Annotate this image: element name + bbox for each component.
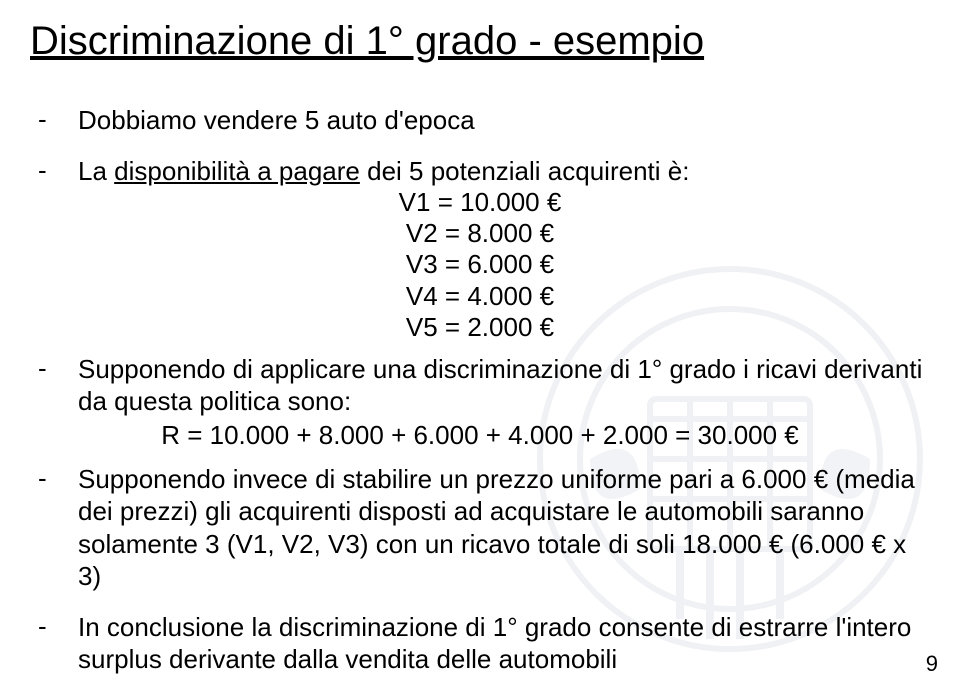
value-v1: V1 = 10.000 €: [78, 187, 882, 218]
value-v4: V4 = 4.000 €: [78, 281, 882, 312]
bullet-2-pre: La: [78, 156, 114, 186]
bullet-1: - Dobbiamo vendere 5 auto d'epoca: [38, 104, 930, 137]
value-v2: V2 = 8.000 €: [78, 218, 882, 249]
formula: R = 10.000 + 8.000 + 6.000 + 4.000 + 2.0…: [30, 420, 930, 451]
bullet-dash: -: [38, 104, 78, 135]
slide-content: Discriminazione di 1° grado - esempio - …: [0, 0, 960, 676]
value-v5: V5 = 2.000 €: [78, 312, 882, 343]
bullet-1-text: Dobbiamo vendere 5 auto d'epoca: [78, 104, 475, 137]
bullet-dash: -: [38, 463, 78, 494]
bullet-2-text: La disponibilità a pagare dei 5 potenzia…: [78, 155, 689, 188]
bullet-2-post: dei 5 potenziali acquirenti è:: [360, 156, 690, 186]
bullet-dash: -: [38, 155, 78, 186]
bullet-5: - In conclusione la discriminazione di 1…: [38, 611, 930, 676]
page-number: 9: [926, 651, 938, 677]
bullet-5-text: In conclusione la discriminazione di 1° …: [78, 611, 930, 676]
slide-title: Discriminazione di 1° grado - esempio: [30, 18, 930, 64]
bullet-4-text: Supponendo invece di stabilire un prezzo…: [78, 463, 930, 593]
bullet-4: - Supponendo invece di stabilire un prez…: [38, 463, 930, 593]
bullet-dash: -: [38, 611, 78, 642]
bullet-2-underline: disponibilità a pagare: [114, 156, 360, 186]
bullet-dash: -: [38, 353, 78, 384]
value-v3: V3 = 6.000 €: [78, 249, 882, 280]
bullet-3-text: Supponendo di applicare una discriminazi…: [78, 353, 930, 418]
bullet-2: - La disponibilità a pagare dei 5 potenz…: [38, 155, 930, 188]
bullet-3: - Supponendo di applicare una discrimina…: [38, 353, 930, 418]
values-block: V1 = 10.000 € V2 = 8.000 € V3 = 6.000 € …: [78, 187, 882, 343]
